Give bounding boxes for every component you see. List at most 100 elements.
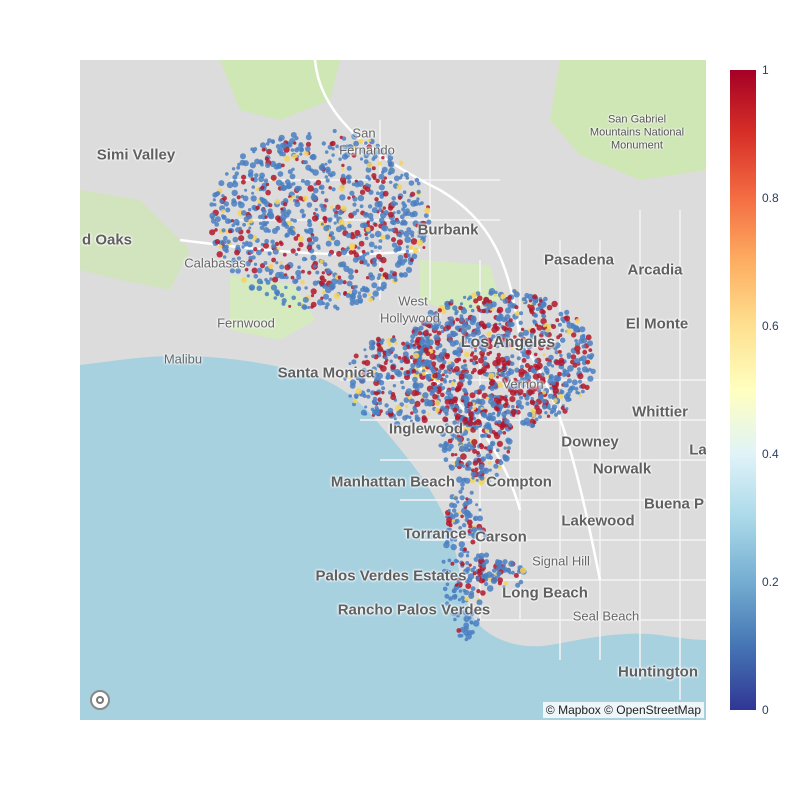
- density-point: [215, 191, 221, 196]
- density-point: [529, 308, 533, 313]
- density-point: [477, 368, 484, 375]
- density-point: [281, 301, 286, 306]
- density-point: [302, 195, 308, 201]
- density-point: [502, 363, 507, 367]
- density-point: [352, 256, 359, 263]
- density-point: [474, 346, 478, 350]
- map-viewport[interactable]: Simi Valley d Oaks Calabasas Fernwood Malibu…: [80, 60, 706, 720]
- density-point: [256, 267, 263, 274]
- place-label: San Gabriel Mountains National Monument: [589, 113, 685, 152]
- density-point: [270, 284, 278, 291]
- density-point: [212, 198, 216, 202]
- density-point: [457, 611, 460, 615]
- density-point: [433, 334, 440, 341]
- density-point: [377, 346, 383, 352]
- density-point: [519, 395, 523, 400]
- density-point: [285, 184, 291, 190]
- mapbox-logo[interactable]: [90, 690, 110, 710]
- density-point: [562, 381, 569, 388]
- density-point: [332, 128, 337, 134]
- density-point: [359, 259, 364, 265]
- density-point: [335, 204, 341, 210]
- density-point: [265, 182, 270, 187]
- density-point: [542, 404, 547, 409]
- density-point: [371, 207, 378, 214]
- density-point: [470, 629, 475, 635]
- density-point: [359, 204, 364, 209]
- density-point: [359, 189, 366, 195]
- density-point: [410, 411, 414, 415]
- density-point: [378, 401, 383, 406]
- density-point: [324, 162, 328, 166]
- density-point: [232, 236, 239, 243]
- density-point: [467, 420, 474, 427]
- density-point: [420, 220, 427, 227]
- density-point: [376, 253, 382, 260]
- density-point: [452, 350, 457, 355]
- density-point: [357, 246, 361, 250]
- density-point: [324, 175, 328, 179]
- density-point: [325, 286, 332, 294]
- density-point: [501, 411, 507, 418]
- density-point: [531, 343, 535, 347]
- density-point: [241, 174, 247, 180]
- density-point: [476, 389, 482, 395]
- density-point: [453, 617, 457, 622]
- density-point: [496, 352, 501, 357]
- density-point: [336, 278, 344, 285]
- density-point: [472, 402, 476, 406]
- density-point: [456, 579, 461, 584]
- density-point: [494, 420, 498, 424]
- density-point: [216, 251, 223, 258]
- density-point: [549, 343, 555, 349]
- map-attribution[interactable]: © Mapbox © OpenStreetMap: [542, 702, 704, 718]
- density-point: [368, 369, 372, 373]
- place-label: West: [398, 293, 428, 309]
- density-point: [481, 574, 486, 579]
- density-point: [477, 527, 483, 532]
- density-point: [349, 300, 355, 306]
- density-point: [261, 220, 268, 227]
- density-point: [230, 219, 234, 223]
- density-point: [483, 533, 489, 539]
- density-point: [342, 280, 347, 285]
- density-point: [462, 502, 467, 507]
- density-point: [465, 578, 470, 584]
- density-point: [271, 228, 278, 234]
- density-point: [260, 280, 264, 285]
- density-point: [380, 338, 385, 343]
- density-point: [351, 133, 358, 140]
- density-point: [402, 203, 408, 209]
- density-point: [554, 350, 559, 355]
- density-point: [535, 307, 540, 311]
- density-point: [218, 180, 225, 187]
- density-point: [423, 347, 429, 353]
- density-point: [379, 194, 384, 199]
- density-point: [506, 320, 514, 327]
- density-point: [578, 393, 582, 398]
- density-point: [443, 446, 448, 451]
- density-point: [297, 265, 301, 270]
- density-point: [434, 407, 440, 413]
- density-point: [260, 142, 266, 149]
- density-point: [386, 348, 390, 352]
- density-point: [434, 312, 439, 317]
- density-point: [529, 399, 535, 404]
- density-point: [488, 449, 493, 454]
- density-point: [494, 472, 499, 478]
- density-point: [367, 212, 374, 219]
- density-point: [221, 194, 225, 198]
- density-point: [353, 252, 359, 258]
- density-point: [271, 139, 275, 144]
- density-point: [447, 438, 453, 444]
- density-point: [380, 256, 387, 264]
- density-point: [468, 295, 473, 300]
- density-point: [546, 346, 550, 350]
- density-point: [389, 359, 393, 363]
- density-point: [495, 356, 501, 362]
- density-point: [462, 321, 468, 327]
- density-point: [241, 277, 247, 283]
- density-point: [462, 588, 467, 593]
- density-point: [407, 253, 411, 257]
- density-point: [284, 275, 289, 280]
